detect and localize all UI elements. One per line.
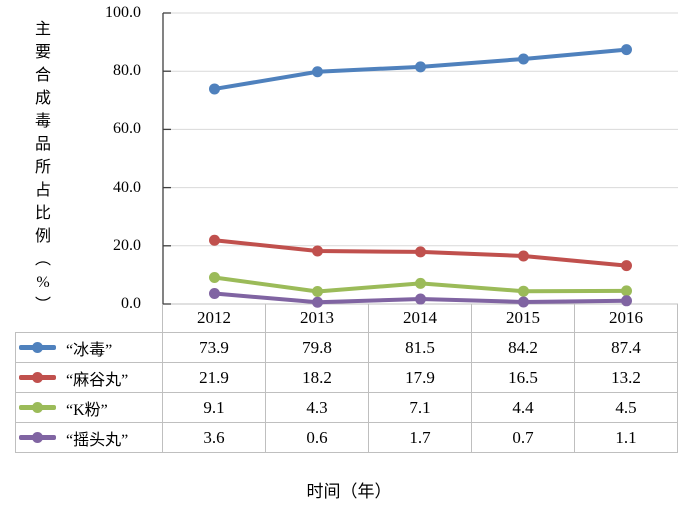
value-cell: 21.9	[162, 362, 266, 393]
value-cell: 13.2	[574, 362, 678, 393]
y-axis-title-char: 品	[34, 136, 51, 153]
value-cell: 4.3	[265, 392, 369, 423]
value-cell: 17.9	[368, 362, 472, 393]
value-cell: 1.7	[368, 422, 472, 453]
value-cell: 18.2	[265, 362, 369, 393]
table-row-yaotouwan: “摇头丸” 3.6 0.6 1.7 0.7 1.1	[15, 422, 678, 453]
table-header-row: 2012 2013 2014 2015 2016	[15, 304, 678, 333]
value-cell: 0.6	[265, 422, 369, 453]
series-name: “冰毒”	[66, 341, 113, 359]
table-row-maguwan: “麻谷丸” 21.9 18.2 17.9 16.5 13.2	[15, 362, 678, 393]
value-cell: 84.2	[471, 332, 575, 363]
value-cell: 7.1	[368, 392, 472, 423]
value-cell: 9.1	[162, 392, 266, 423]
legend-cell: “麻谷丸”	[15, 362, 163, 393]
value-cell: 81.5	[368, 332, 472, 363]
y-axis-title-char: 毒	[34, 113, 51, 130]
y-axis-title-char: 主	[34, 21, 51, 38]
series-name: “K粉”	[66, 401, 108, 419]
table-row-bingdu: “冰毒” 73.9 79.8 81.5 84.2 87.4	[15, 332, 678, 363]
series-marker-icon	[32, 342, 43, 353]
value-cell: 16.5	[471, 362, 575, 393]
y-tick-label: 80.0	[113, 62, 141, 79]
y-tick-label: 100.0	[105, 4, 141, 21]
series-name: “麻谷丸”	[66, 371, 129, 389]
x-axis-title: 时间（年）	[306, 482, 392, 501]
year-header: 2012	[162, 304, 266, 333]
y-axis-title-char: 所	[34, 159, 51, 176]
y-axis-title-char: 占	[34, 182, 51, 199]
legend-cell: “摇头丸”	[15, 422, 163, 453]
year-header: 2015	[471, 304, 575, 333]
value-cell: 87.4	[574, 332, 678, 363]
value-cell: 0.7	[471, 422, 575, 453]
legend-key	[19, 342, 56, 353]
value-cell: 73.9	[162, 332, 266, 363]
y-axis-title-char: 成	[34, 90, 51, 107]
y-axis-title-char: %	[36, 274, 50, 291]
legend-key	[19, 432, 56, 443]
legend-cell: “K粉”	[15, 392, 163, 423]
value-cell: 3.6	[162, 422, 266, 453]
legend-cell: “冰毒”	[15, 332, 163, 363]
series-marker-icon	[32, 432, 43, 443]
plot-area	[162, 12, 678, 308]
value-cell: 1.1	[574, 422, 678, 453]
y-axis-title-char: 例	[34, 228, 51, 245]
value-cell: 4.5	[574, 392, 678, 423]
y-axis-title-char: 要	[34, 44, 51, 61]
y-tick-label: 20.0	[113, 237, 141, 254]
table-row-kfen: “K粉” 9.1 4.3 7.1 4.4 4.5	[15, 392, 678, 423]
y-axis-title-char: ︵	[34, 251, 51, 268]
year-header: 2013	[265, 304, 369, 333]
y-axis-title: 主 要 合 成 毒 品 所 占 比 例 ︵ % ︶	[28, 22, 58, 314]
y-tick-label: 60.0	[113, 120, 141, 137]
value-cell: 79.8	[265, 332, 369, 363]
y-tick-label: 40.0	[113, 179, 141, 196]
value-cell: 4.4	[471, 392, 575, 423]
y-axis-title-char: 比	[34, 205, 51, 222]
year-header: 2016	[574, 304, 678, 333]
series-name: “摇头丸”	[66, 431, 129, 449]
y-axis-title-char: 合	[34, 67, 51, 84]
data-table: 2012 2013 2014 2015 2016 “冰毒” 73.9 79.8 …	[15, 304, 678, 453]
legend-key	[19, 402, 56, 413]
table-corner-cell	[15, 304, 163, 333]
series-marker-icon	[32, 372, 43, 383]
legend-key	[19, 372, 56, 383]
year-header: 2014	[368, 304, 472, 333]
series-marker-icon	[32, 402, 43, 413]
